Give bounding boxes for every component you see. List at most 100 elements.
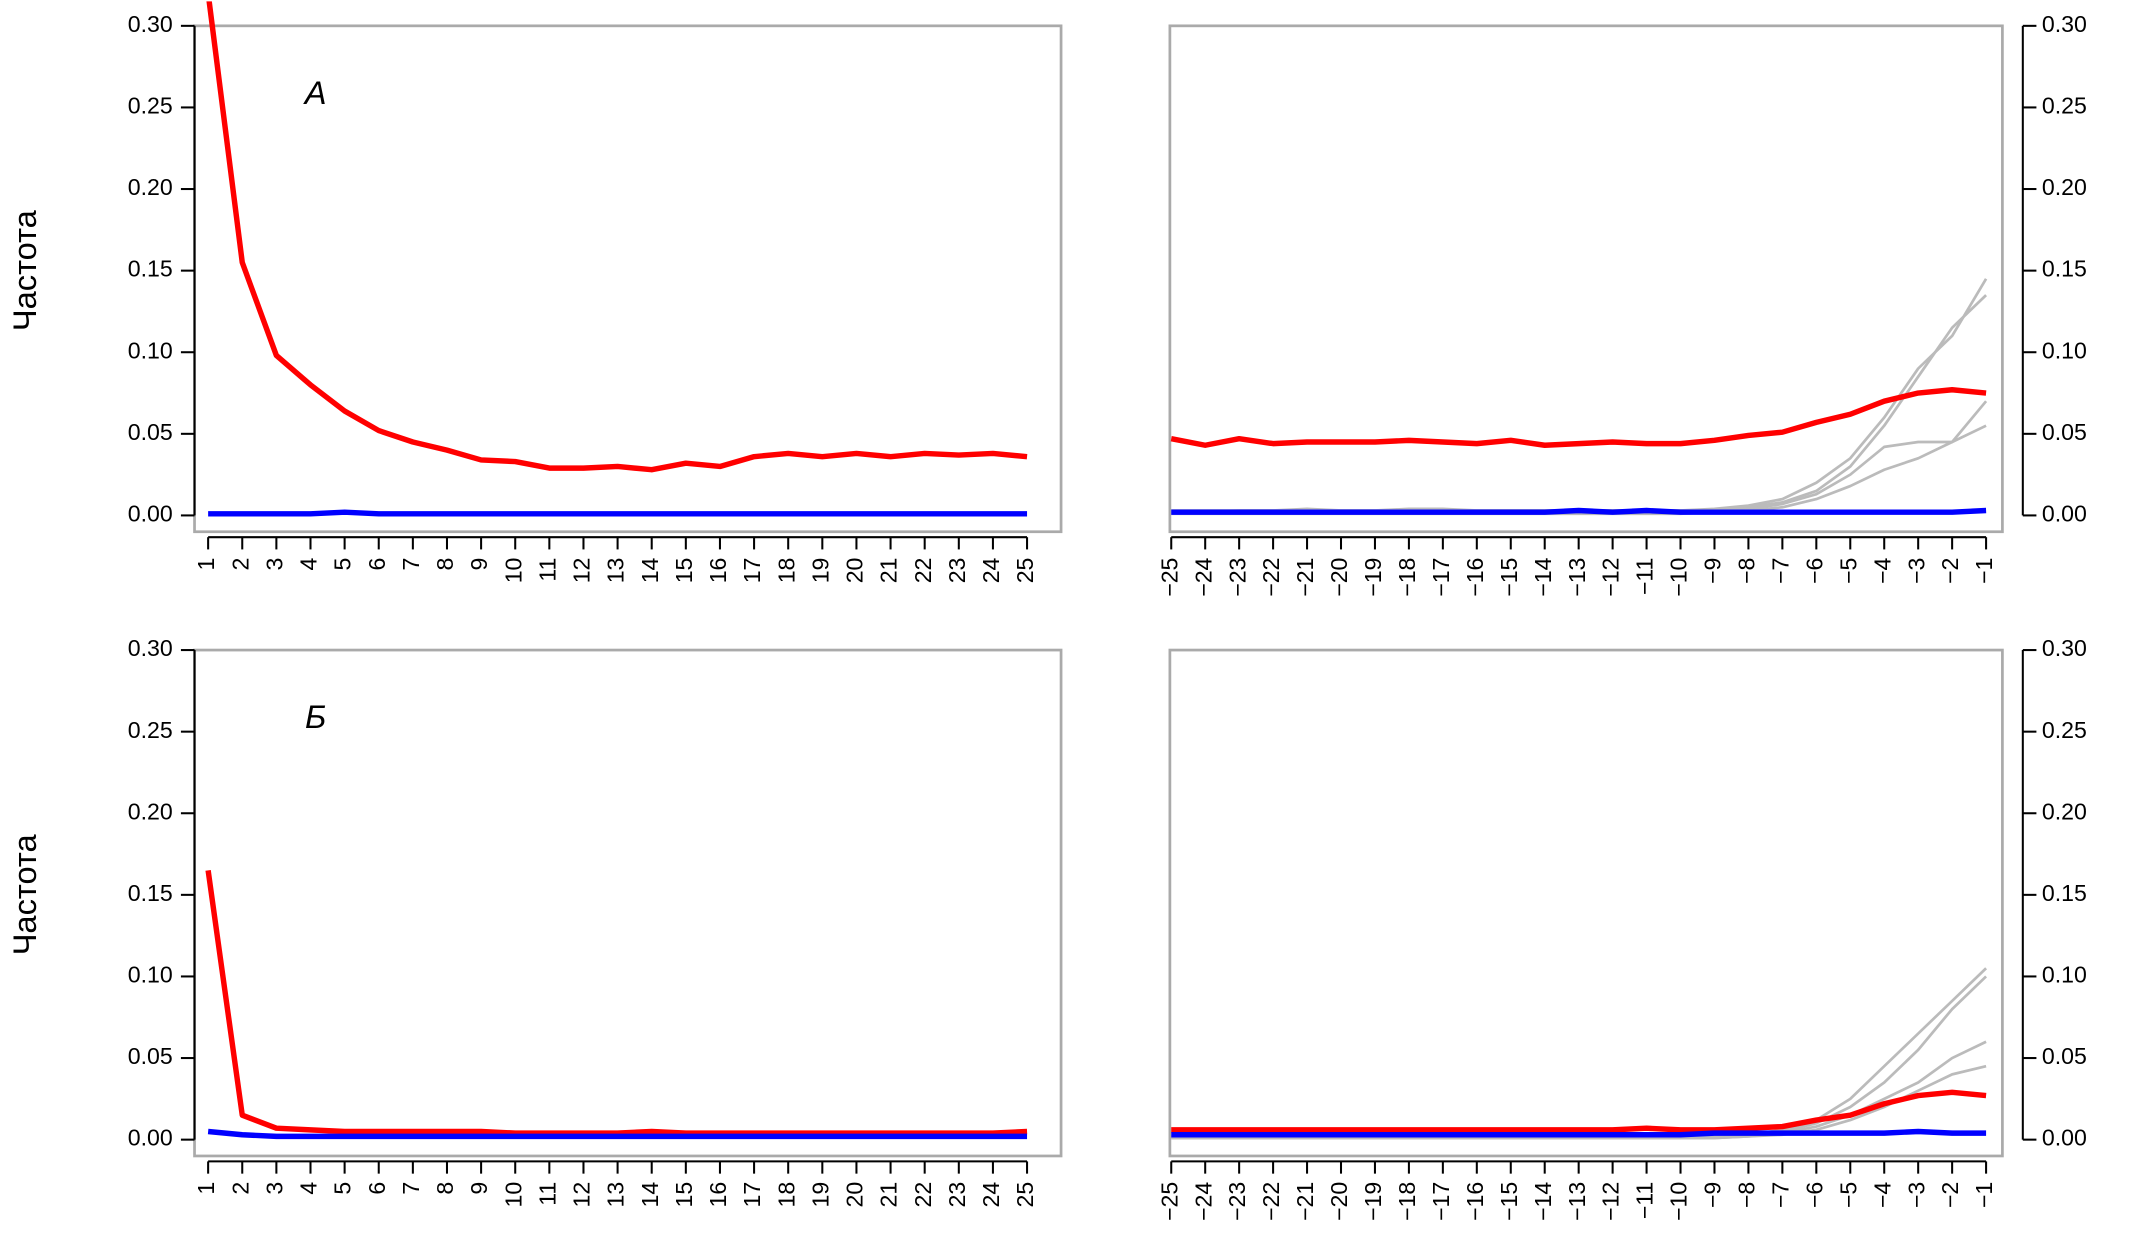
x-tick-label: 25 [1012, 558, 1038, 584]
y-tick-label: 0.00 [2042, 501, 2087, 527]
x-tick-label: 5 [330, 1182, 356, 1195]
y-tick-label: 0.00 [128, 1125, 173, 1151]
y-tick-label: 0.15 [2042, 880, 2087, 906]
x-tick-label: −22 [1258, 558, 1284, 597]
x-tick-label: −5 [1835, 558, 1861, 584]
series-line [1171, 278, 1988, 512]
panel-label: Б [305, 698, 326, 735]
x-tick-label: −17 [1428, 1182, 1454, 1221]
series-line [1170, 387, 1987, 448]
x-tick-label: 14 [637, 557, 663, 583]
x-tick-label: 10 [500, 1182, 526, 1208]
x-tick-label: −2 [1937, 1182, 1963, 1208]
x-tick-label: 12 [569, 1182, 595, 1208]
x-tick-label: −16 [1462, 558, 1488, 597]
y-tick-label: 0.25 [128, 717, 173, 743]
x-tick-label: 20 [842, 1182, 868, 1208]
x-tick-label: −14 [1530, 557, 1556, 596]
x-tick-label: −5 [1835, 1182, 1861, 1208]
x-tick-label: 2 [227, 558, 253, 571]
y-tick-label: 0.10 [2042, 337, 2087, 363]
x-tick-label: −4 [1869, 1182, 1895, 1208]
x-tick-label: −2 [1937, 558, 1963, 584]
x-tick-label: 6 [364, 1182, 390, 1195]
x-tick-label: −21 [1292, 1182, 1318, 1221]
series-line [1171, 507, 1987, 515]
x-tick-label: 22 [910, 558, 936, 584]
x-tick-label: −10 [1666, 558, 1692, 597]
x-tick-label: 16 [705, 1182, 731, 1208]
x-tick-label: −11 [1632, 558, 1658, 595]
y-tick-label: 0.25 [128, 93, 173, 119]
x-tick-label: 12 [569, 558, 595, 584]
y-tick-label: 0.00 [128, 501, 173, 527]
y-axis-label: Частота [6, 834, 43, 956]
y-tick-label: 0.30 [128, 635, 173, 661]
x-tick-label: −9 [1700, 1182, 1726, 1208]
series-line [1171, 1064, 1987, 1140]
series-line [205, 869, 1028, 1136]
y-tick-label: 0.05 [2042, 1043, 2087, 1069]
x-tick-label: −12 [1598, 558, 1624, 597]
x-tick-label: −6 [1801, 558, 1827, 584]
x-tick-label: 7 [398, 1182, 424, 1195]
x-tick-label: 14 [637, 1182, 663, 1208]
x-tick-label: −18 [1394, 1182, 1420, 1221]
x-tick-label: 18 [773, 558, 799, 584]
x-tick-label: 19 [807, 1182, 833, 1208]
y-tick-label: 0.30 [2042, 11, 2087, 37]
x-tick-label: 21 [876, 558, 902, 584]
x-tick-label: 24 [978, 1182, 1004, 1208]
x-tick-label: 23 [944, 558, 970, 584]
x-tick-label: −11 [1632, 1182, 1658, 1219]
x-tick-label: −13 [1564, 558, 1590, 597]
x-tick-label: −14 [1530, 1182, 1556, 1221]
panel-label: А [303, 74, 327, 111]
x-tick-label: 3 [261, 558, 287, 571]
y-tick-label: 0.10 [128, 337, 173, 363]
x-tick-label: 11 [534, 1182, 560, 1206]
y-tick-label: 0.25 [2042, 93, 2087, 119]
y-tick-label: 0.05 [2042, 419, 2087, 445]
y-tick-label: 0.00 [2042, 1125, 2087, 1151]
y-tick-label: 0.20 [128, 798, 173, 824]
x-tick-label: 21 [876, 1182, 902, 1208]
panel-frame [1168, 24, 2004, 534]
x-tick-label: −20 [1326, 558, 1352, 597]
y-tick-label: 0.10 [2042, 962, 2087, 988]
x-tick-label: 9 [466, 1182, 492, 1195]
y-tick-label: 0.30 [2042, 635, 2087, 661]
x-tick-label: 13 [603, 1182, 629, 1208]
x-tick-label: 16 [705, 558, 731, 584]
y-tick-label: 0.15 [128, 256, 173, 282]
x-tick-label: −23 [1224, 558, 1250, 597]
y-tick-label: 0.15 [2042, 256, 2087, 282]
series-line [206, 1, 1028, 473]
x-tick-label: 25 [1012, 1182, 1038, 1208]
x-tick-label: 3 [261, 1182, 287, 1195]
y-tick-label: 0.15 [128, 880, 173, 906]
series-line [208, 509, 1028, 517]
y-tick-label: 0.20 [2042, 798, 2087, 824]
x-tick-label: 7 [398, 558, 424, 571]
x-tick-label: −3 [1903, 1182, 1929, 1208]
x-tick-label: −18 [1394, 558, 1420, 597]
x-tick-label: −19 [1360, 1182, 1386, 1221]
x-tick-label: −15 [1496, 1182, 1522, 1221]
y-axis-label: Частота [6, 209, 43, 331]
x-tick-label: −1 [1971, 558, 1997, 584]
x-tick-label: 17 [739, 558, 765, 584]
y-tick-label: 0.10 [128, 962, 173, 988]
x-tick-label: 10 [500, 558, 526, 584]
x-tick-label: −3 [1903, 558, 1929, 584]
series-line [1171, 1040, 1987, 1140]
x-tick-label: −24 [1190, 1182, 1216, 1221]
y-tick-label: 0.20 [2042, 174, 2087, 200]
x-tick-label: 20 [842, 558, 868, 584]
x-tick-label: 15 [671, 1182, 697, 1208]
x-tick-label: −9 [1700, 558, 1726, 584]
panel-frame [1168, 648, 2004, 1158]
x-tick-label: −20 [1326, 1182, 1352, 1221]
y-tick-label: 0.05 [128, 419, 173, 445]
